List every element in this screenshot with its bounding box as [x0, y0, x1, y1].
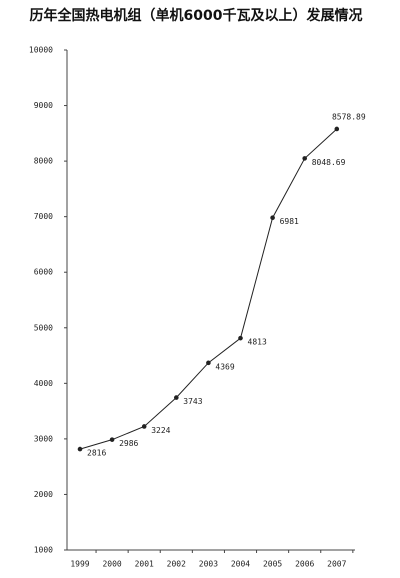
value-label: 3224: [151, 426, 170, 435]
x-tick-label: 2006: [295, 560, 314, 569]
x-tick-label: 2002: [167, 560, 186, 569]
y-tick-label: 4000: [34, 379, 53, 388]
y-tick-label: 5000: [34, 323, 53, 332]
point: [238, 335, 243, 341]
y-tick-label: 3000: [34, 434, 53, 443]
value-label: 3743: [183, 397, 202, 406]
y-tick-label: 9000: [34, 101, 53, 110]
chart-title: 历年全国热电机组（单机6000千瓦及以上）发展情况: [30, 7, 363, 24]
value-label: 8048.69: [312, 158, 346, 167]
y-tick-label: 2000: [34, 490, 53, 499]
point: [109, 437, 115, 442]
series-line: [79, 128, 338, 450]
point: [141, 424, 147, 429]
y-tick-label: 8000: [34, 157, 53, 166]
point: [302, 156, 308, 161]
point: [206, 360, 211, 366]
x-tick-label: 1999: [70, 560, 89, 569]
x-tick-label: 2000: [102, 560, 121, 569]
x-tick-label: 2005: [263, 560, 282, 569]
value-label: 4813: [248, 338, 267, 347]
x-tick-label: 2001: [135, 560, 154, 569]
x-tick-label: 2007: [327, 560, 346, 569]
value-label: 4369: [215, 362, 234, 371]
value-label: 2986: [119, 439, 138, 448]
y-tick-label: 6000: [34, 268, 53, 277]
x-tick-label: 2004: [231, 560, 250, 569]
value-label: 8578.89: [332, 112, 366, 121]
x-tick-label: 2003: [199, 560, 218, 569]
point: [77, 446, 83, 452]
point: [174, 395, 179, 400]
value-label: 6981: [280, 217, 299, 226]
y-tick-label: 10000: [29, 46, 53, 55]
value-label: 2816: [87, 449, 106, 458]
point: [334, 126, 340, 132]
y-tick-label: 7000: [34, 212, 53, 221]
point: [270, 215, 275, 221]
y-tick-label: 1000: [34, 546, 53, 555]
